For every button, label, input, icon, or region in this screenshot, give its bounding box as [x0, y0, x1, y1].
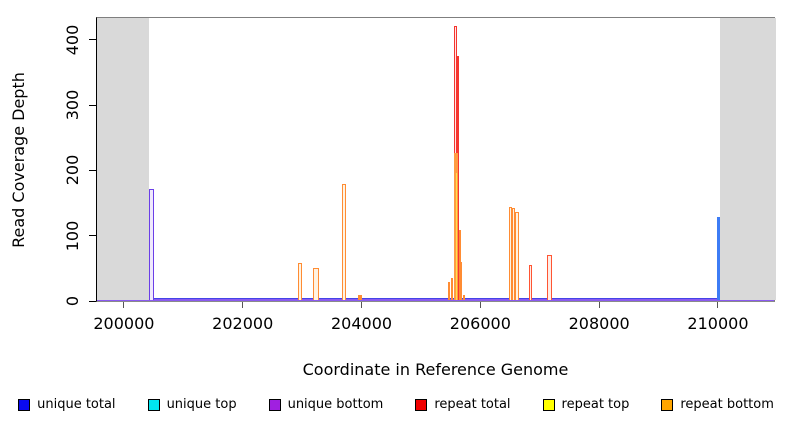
masked-region: [97, 18, 149, 300]
x-axis-tick-label: 208000: [568, 314, 630, 333]
y-axis-tick-label: 0: [63, 295, 82, 307]
masked-region: [719, 18, 776, 300]
coverage-spike-repeat-bottom: [515, 211, 519, 300]
x-axis-tick: [479, 302, 481, 308]
legend-swatch-repeat-top: [542, 398, 555, 411]
y-axis-tick: [89, 104, 96, 106]
coverage-spike-repeat-bottom: [511, 207, 516, 300]
legend-entry: unique total: [18, 397, 116, 412]
legend-entry: unique bottom: [268, 397, 384, 412]
coverage-spike-repeat-bottom: [508, 206, 512, 300]
coverage-spike-repeat-total: [546, 254, 552, 300]
legend-swatch-unique-top: [147, 398, 160, 411]
y-axis-tick-label: 300: [63, 89, 82, 121]
coverage-spike-repeat-bottom: [341, 183, 347, 300]
y-axis-tick: [89, 235, 96, 237]
y-axis-tick: [89, 39, 96, 41]
legend-label: repeat total: [434, 397, 511, 412]
legend-label: repeat top: [561, 397, 630, 412]
y-axis-tick-label: 200: [63, 155, 82, 186]
coverage-spike-repeat-bottom: [459, 230, 461, 300]
x-axis-tick: [717, 302, 719, 308]
legend-swatch-unique-bottom: [268, 398, 281, 411]
x-axis-tick-label: 206000: [449, 314, 511, 333]
x-axis-title: Coordinate in Reference Genome: [302, 360, 569, 379]
legend: unique total unique top unique bottom repea…: [0, 397, 792, 412]
x-axis-tick: [242, 302, 244, 308]
coverage-spike-unique-total: [717, 217, 720, 300]
coverage-spike-repeat-bottom: [357, 294, 362, 300]
coverage-spike-repeat-bottom: [463, 294, 465, 300]
y-axis-title: Read Coverage Depth: [9, 72, 28, 248]
x-axis-tick: [361, 302, 363, 308]
coverage-spike-repeat-bottom: [312, 268, 319, 300]
legend-label: repeat bottom: [680, 397, 774, 412]
coverage-spike-unique-bottom: [149, 189, 155, 300]
legend-label: unique total: [37, 397, 116, 412]
x-axis-tick-label: 210000: [687, 314, 749, 333]
coverage-spike-repeat-total: [528, 264, 532, 300]
coverage-spike-repeat-bottom: [450, 278, 453, 300]
y-axis-tick: [89, 300, 96, 302]
legend-entry: unique top: [147, 397, 237, 412]
x-axis-tick: [123, 302, 125, 308]
plot-area: [96, 17, 776, 302]
x-axis-tick-label: 202000: [212, 314, 274, 333]
x-axis-tick-label: 204000: [330, 314, 393, 333]
coverage-spike-repeat-bottom: [297, 262, 302, 300]
y-axis-tick-label: 100: [63, 220, 82, 251]
zero-coverage-baseline: [97, 298, 774, 301]
legend-label: unique bottom: [287, 397, 384, 412]
y-axis-tick: [89, 169, 96, 171]
legend-entry: repeat top: [542, 397, 630, 412]
legend-label: unique top: [166, 397, 237, 412]
legend-entry: repeat total: [415, 397, 511, 412]
y-axis-tick-label: 400: [63, 24, 82, 56]
x-axis-tick: [598, 302, 600, 308]
legend-swatch-repeat-total: [415, 398, 428, 411]
x-axis-tick-label: 200000: [93, 314, 155, 333]
coverage-spike-repeat-top: [455, 172, 458, 300]
legend-swatch-unique-total: [18, 398, 31, 411]
legend-entry: repeat bottom: [661, 397, 774, 412]
coverage-spike-repeat-bottom: [447, 281, 451, 300]
coverage-spike-repeat-bottom: [460, 262, 463, 300]
legend-swatch-repeat-bottom: [661, 398, 674, 411]
